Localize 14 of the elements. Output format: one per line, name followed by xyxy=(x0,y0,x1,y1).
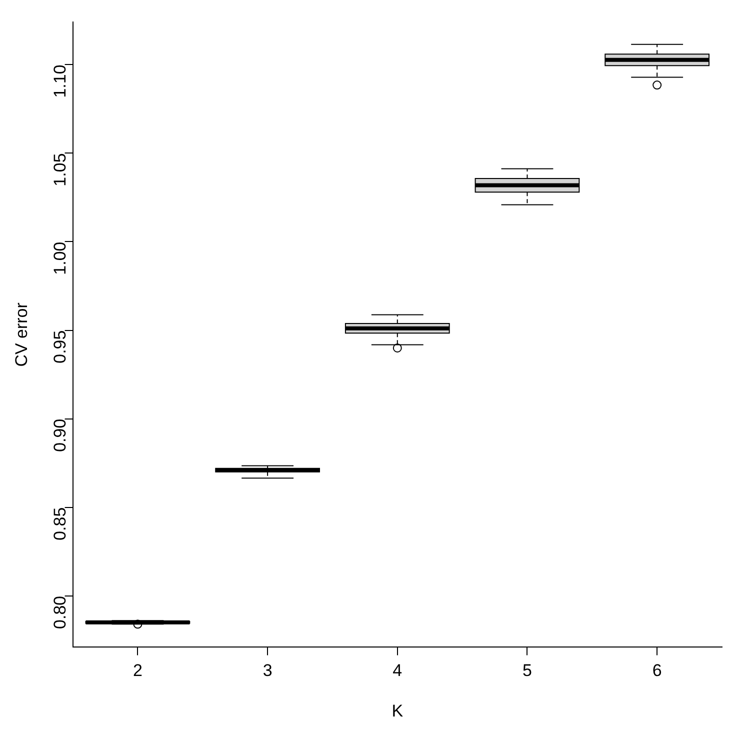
x-tick-label: 4 xyxy=(392,661,402,680)
x-tick-label: 2 xyxy=(132,661,142,680)
y-tick-label: 0.90 xyxy=(50,418,70,452)
y-tick-label: 1.05 xyxy=(50,153,70,186)
y-tick-label: 0.85 xyxy=(50,507,70,540)
y-axis-title: CV error xyxy=(12,302,31,367)
x-tick-label: 5 xyxy=(522,661,532,680)
x-tick-label: 6 xyxy=(652,661,662,680)
x-axis-title: K xyxy=(392,701,404,720)
y-tick-label: 1.00 xyxy=(50,242,70,275)
y-tick-label: 0.80 xyxy=(50,596,70,629)
y-tick-label: 0.95 xyxy=(50,330,70,364)
x-tick-label: 3 xyxy=(262,661,272,680)
y-tick-label: 1.10 xyxy=(50,64,70,98)
